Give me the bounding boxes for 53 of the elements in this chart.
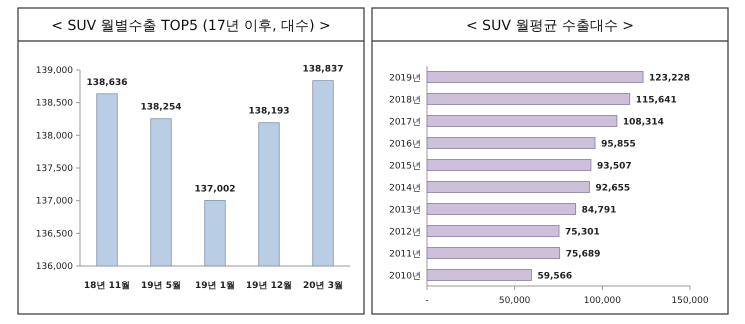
y-tick-label: 2014년: [389, 184, 421, 194]
data-label: 137,002: [194, 184, 236, 195]
x-tick-label: 19년 1월: [195, 281, 235, 291]
x-tick-label: 19년 12월: [246, 281, 292, 291]
bar: [426, 203, 576, 215]
data-label: 108,314: [622, 118, 664, 128]
x-tick-label: -: [425, 296, 429, 306]
y-tick-label: 139,000: [36, 66, 74, 76]
y-tick-label: 137,500: [36, 164, 74, 174]
data-label: 123,228: [649, 74, 690, 84]
bar: [426, 137, 596, 149]
data-label: 84,791: [582, 206, 616, 216]
data-label: 59,566: [537, 272, 572, 282]
x-tick-label: 100,000: [584, 296, 622, 306]
data-label: 75,301: [565, 228, 600, 238]
x-tick-label: 19년 5월: [141, 281, 181, 291]
bar: [426, 71, 644, 83]
data-label: 92,655: [595, 184, 630, 194]
x-tick-label: 20년 3월: [303, 281, 343, 291]
bar: [426, 247, 560, 259]
data-label: 115,641: [636, 96, 677, 106]
data-label: 138,193: [248, 106, 290, 117]
x-tick-label: 50,000: [498, 296, 531, 306]
data-label: 75,689: [566, 250, 600, 260]
y-tick-label: 2015년: [389, 162, 421, 172]
bar: [426, 269, 532, 281]
y-tick-label: 2013년: [389, 206, 421, 216]
y-tick-label: 138,500: [36, 98, 74, 109]
data-label: 138,636: [86, 78, 128, 88]
y-tick-label: 136,500: [36, 229, 74, 240]
y-tick-label: 2012년: [389, 228, 421, 238]
bar: [426, 115, 618, 127]
y-tick-label: 2011년: [389, 250, 421, 260]
x-tick-label: 150,000: [671, 296, 709, 306]
data-label: 138,837: [302, 64, 344, 75]
y-tick-label: 2010년: [389, 272, 421, 282]
y-tick-label: 2019년: [389, 74, 421, 84]
y-tick-label: 136,000: [36, 262, 74, 272]
data-label: 93,507: [596, 162, 632, 172]
bar: [426, 159, 592, 171]
x-tick-label: 18년 11월: [84, 281, 130, 291]
chart-title: < SUV 월별수출 TOP5 (17년 이후, 대수) >: [51, 18, 331, 34]
y-tick-label: 2017년: [389, 118, 421, 128]
data-label: 95,855: [601, 140, 636, 150]
chart-title: < SUV 월평균 수출대수 >: [466, 18, 634, 34]
y-tick-label: 138,000: [36, 131, 74, 142]
y-tick-label: 2018년: [389, 96, 421, 106]
data-label: 138,254: [140, 102, 182, 113]
y-tick-label: 2016년: [389, 140, 421, 150]
bar: [426, 93, 630, 105]
bar: [426, 181, 590, 193]
y-tick-label: 137,000: [36, 196, 74, 207]
bar: [426, 225, 560, 237]
